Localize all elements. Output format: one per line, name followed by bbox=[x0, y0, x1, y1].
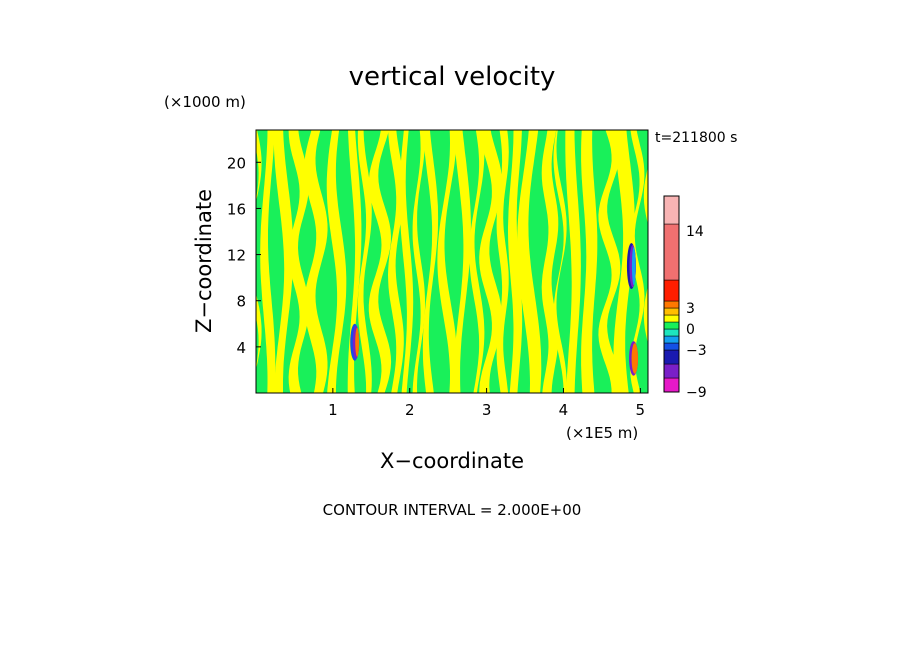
time-label: t=211800 s bbox=[655, 130, 737, 146]
plume-west-2 bbox=[355, 327, 360, 357]
field-streak-21 bbox=[553, 130, 567, 393]
field-streak-18 bbox=[508, 130, 523, 393]
colorbar-label-4: −9 bbox=[686, 385, 707, 401]
colorbar-frame bbox=[663, 195, 680, 393]
y-tick-label-1: 8 bbox=[236, 293, 246, 311]
field-streak-4 bbox=[304, 130, 328, 393]
field-streak-23 bbox=[581, 130, 598, 393]
x-unit-label: (×1E5 m) bbox=[566, 424, 638, 442]
field-streak-24 bbox=[598, 130, 621, 393]
field-streak-26 bbox=[630, 130, 645, 393]
chart-title: vertical velocity bbox=[349, 62, 556, 92]
colorbar-band-11 bbox=[663, 223, 680, 281]
y-tick-label-2: 12 bbox=[227, 247, 246, 265]
field-streak-22 bbox=[565, 130, 581, 393]
field-streak-3 bbox=[288, 130, 309, 393]
field-streak-27 bbox=[643, 167, 648, 344]
x-tick-label-2: 3 bbox=[482, 401, 492, 419]
x-tick-label-4: 5 bbox=[636, 401, 646, 419]
field-streak-11 bbox=[412, 130, 426, 393]
colorbar-band-9 bbox=[663, 300, 680, 309]
field-streak-14 bbox=[452, 130, 471, 393]
field-streak-2 bbox=[273, 130, 294, 393]
colorbar-band-5 bbox=[663, 328, 680, 337]
field-streak-8 bbox=[368, 130, 392, 393]
plot-frame bbox=[255, 129, 649, 394]
colorbar-band-4 bbox=[663, 335, 680, 344]
plume-east-2 bbox=[631, 247, 636, 286]
field-streak-7 bbox=[357, 130, 372, 393]
colorbar-band-1 bbox=[663, 363, 680, 379]
colorbar-band-12 bbox=[663, 195, 680, 225]
field-streak-13 bbox=[437, 130, 458, 393]
contour-interval-footer: CONTOUR INTERVAL = 2.000E+00 bbox=[323, 501, 582, 519]
field-streak-16 bbox=[479, 130, 503, 393]
x-tick-label-1: 2 bbox=[405, 401, 415, 419]
colorbar-label-3: −3 bbox=[686, 343, 707, 359]
field-streak-17 bbox=[496, 130, 509, 393]
colorbar-label-2: 0 bbox=[686, 322, 695, 338]
field-streak-0 bbox=[256, 130, 262, 370]
y-tick-label-0: 4 bbox=[236, 339, 246, 357]
colorbar-label-1: 3 bbox=[686, 301, 695, 317]
field-streak-19 bbox=[517, 130, 542, 393]
colorbar-band-6 bbox=[663, 321, 680, 330]
y-axis-label: Z−coordinate bbox=[192, 189, 216, 333]
colorbar-band-2 bbox=[663, 349, 680, 365]
colorbar-label-0: 14 bbox=[686, 224, 704, 240]
field-streak-15 bbox=[469, 130, 485, 393]
x-axis-label: X−coordinate bbox=[380, 449, 524, 473]
y-tick-label-4: 20 bbox=[227, 154, 246, 172]
colorbar-band-8 bbox=[663, 307, 680, 316]
plume-east-low-1 bbox=[631, 343, 638, 374]
colorbar-band-3 bbox=[663, 342, 680, 351]
colorbar-band-10 bbox=[663, 279, 680, 302]
field-streak-1 bbox=[260, 130, 276, 393]
y-tick-label-3: 16 bbox=[227, 200, 246, 218]
colorbar-band-7 bbox=[663, 314, 680, 323]
field-streak-25 bbox=[613, 130, 635, 393]
field-streak-10 bbox=[399, 130, 414, 393]
y-unit-label: (×1000 m) bbox=[164, 93, 246, 111]
field-streak-5 bbox=[326, 130, 347, 393]
x-tick-label-0: 1 bbox=[328, 401, 338, 419]
x-tick-label-3: 4 bbox=[559, 401, 569, 419]
heatmap-field bbox=[256, 130, 648, 393]
colorbar-band-0 bbox=[663, 377, 680, 393]
field-streak-12 bbox=[422, 130, 439, 393]
field-streak-6 bbox=[347, 130, 362, 393]
